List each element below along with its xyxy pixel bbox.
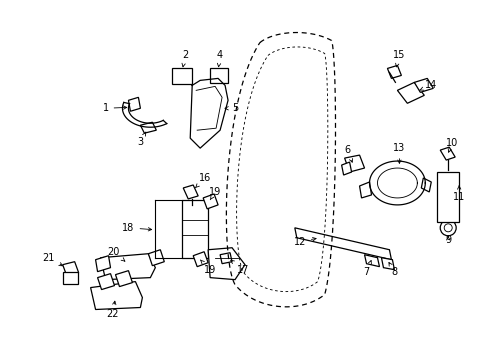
Text: 11: 11	[452, 186, 465, 202]
Polygon shape	[208, 248, 244, 280]
Polygon shape	[294, 228, 390, 260]
Text: 10: 10	[445, 138, 457, 152]
Polygon shape	[62, 262, 79, 276]
Polygon shape	[148, 250, 164, 266]
Text: 19: 19	[200, 260, 216, 275]
FancyBboxPatch shape	[62, 272, 78, 284]
Text: 16: 16	[195, 173, 211, 188]
FancyBboxPatch shape	[172, 68, 192, 84]
Text: 6: 6	[344, 145, 352, 162]
Text: 7: 7	[363, 261, 371, 276]
Polygon shape	[203, 194, 218, 209]
Text: 13: 13	[392, 143, 405, 163]
Polygon shape	[344, 155, 364, 172]
Polygon shape	[193, 252, 208, 267]
Circle shape	[439, 220, 455, 236]
Polygon shape	[140, 122, 156, 133]
Polygon shape	[413, 78, 432, 92]
Polygon shape	[90, 282, 142, 310]
Polygon shape	[364, 255, 379, 267]
Text: 8: 8	[388, 262, 397, 276]
Text: 21: 21	[42, 253, 62, 266]
Polygon shape	[439, 147, 454, 160]
Text: 2: 2	[182, 50, 188, 67]
Circle shape	[443, 224, 451, 232]
Polygon shape	[101, 254, 155, 280]
Text: 22: 22	[106, 301, 119, 319]
Polygon shape	[220, 253, 232, 264]
Text: 9: 9	[444, 235, 450, 245]
Text: 3: 3	[137, 132, 145, 147]
Polygon shape	[341, 162, 351, 175]
Polygon shape	[128, 97, 140, 111]
Polygon shape	[421, 178, 430, 192]
Text: 14: 14	[419, 80, 436, 90]
Text: 12: 12	[293, 237, 315, 247]
Polygon shape	[381, 258, 394, 270]
Text: 15: 15	[392, 50, 405, 67]
Polygon shape	[397, 82, 424, 103]
FancyBboxPatch shape	[436, 172, 458, 222]
Text: 18: 18	[122, 223, 151, 233]
Polygon shape	[183, 185, 198, 199]
Polygon shape	[95, 256, 110, 272]
Polygon shape	[115, 271, 132, 287]
Polygon shape	[98, 274, 114, 289]
Text: 1: 1	[102, 103, 126, 113]
Polygon shape	[359, 182, 371, 198]
Text: 4: 4	[217, 50, 223, 67]
Text: 17: 17	[230, 260, 249, 275]
FancyBboxPatch shape	[210, 68, 227, 84]
Text: 5: 5	[224, 103, 238, 113]
FancyBboxPatch shape	[182, 200, 208, 258]
Text: 20: 20	[107, 247, 124, 261]
Polygon shape	[386, 66, 401, 78]
Text: 19: 19	[208, 187, 221, 200]
